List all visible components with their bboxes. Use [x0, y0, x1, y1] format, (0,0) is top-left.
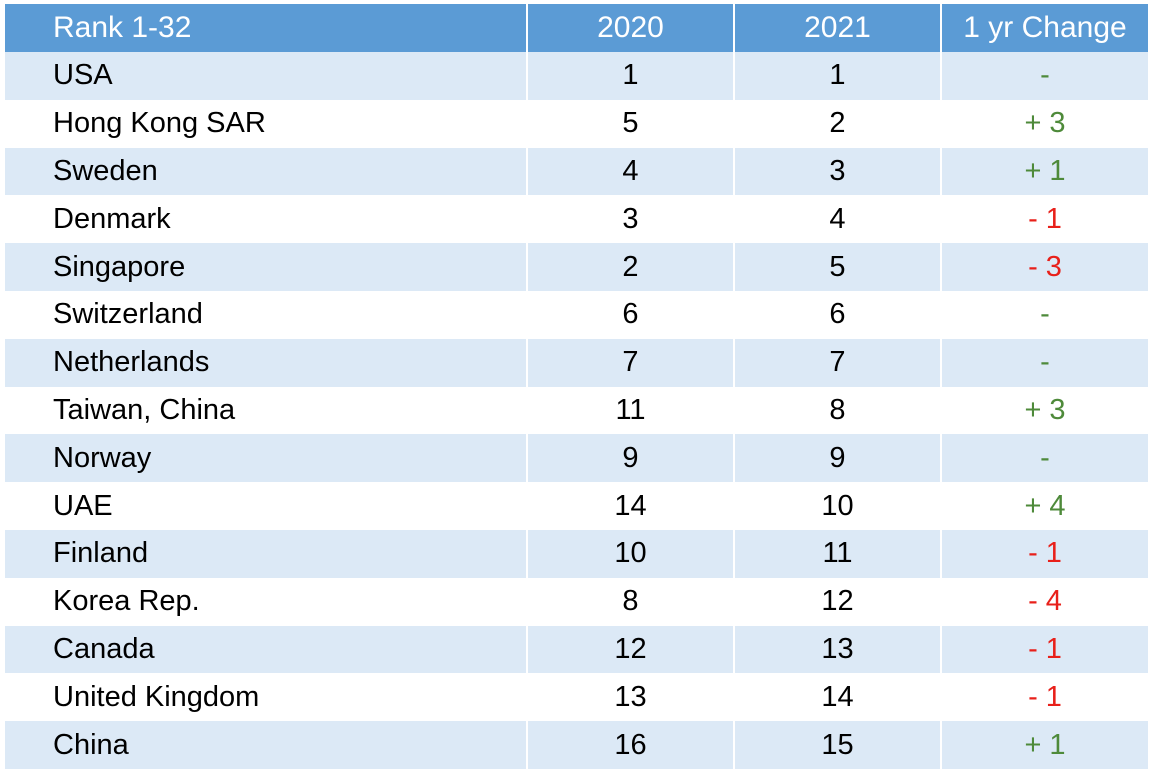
- country-cell: Finland: [5, 529, 528, 578]
- country-cell: Korea Rep.: [5, 577, 528, 626]
- country-cell: Switzerland: [5, 290, 528, 339]
- country-cell: Singapore: [5, 243, 528, 291]
- rank-2020-cell: 11: [528, 386, 735, 435]
- rank-2020-cell: 7: [528, 338, 735, 387]
- rank-2021-cell: 12: [735, 577, 942, 626]
- table-row: Denmark 3 4 - 1: [5, 195, 1148, 244]
- change-cell: - 1: [1028, 632, 1062, 665]
- rank-2020-cell: 10: [528, 529, 735, 578]
- country-cell: Netherlands: [5, 338, 528, 387]
- rank-2021-cell: 7: [735, 338, 942, 387]
- change-cell: -: [1040, 346, 1050, 379]
- table-row: Norway 9 9-: [5, 434, 1148, 483]
- rank-2020-cell: 14: [528, 482, 735, 530]
- rank-2021-cell: 2: [735, 99, 942, 148]
- change-cell: - 1: [1028, 680, 1062, 713]
- rank-2021-cell: 14: [735, 673, 942, 722]
- change-cell: + 3: [1024, 393, 1066, 426]
- rank-2020-cell: 12: [528, 625, 735, 674]
- country-cell: USA: [5, 52, 528, 100]
- rank-2021-cell: 15: [735, 721, 942, 769]
- rank-2020-cell: 2: [528, 243, 735, 291]
- table-row: Hong Kong SAR 5 2 + 3: [5, 99, 1148, 148]
- rank-2021-cell: 13: [735, 625, 942, 674]
- rank-2021-cell: 9: [735, 434, 942, 483]
- country-cell: Sweden: [5, 147, 528, 196]
- change-cell: - 1: [1028, 537, 1062, 570]
- rank-2020-cell: 6: [528, 290, 735, 339]
- change-cell: - 4: [1028, 585, 1062, 618]
- table-row: Netherlands 7 7-: [5, 338, 1148, 387]
- header-rank: Rank 1-32: [5, 4, 528, 52]
- rank-2021-cell: 6: [735, 290, 942, 339]
- rank-2021-cell: 5: [735, 243, 942, 291]
- country-cell: Denmark: [5, 195, 528, 244]
- rank-2020-cell: 16: [528, 721, 735, 769]
- table-header-row: Rank 1-32 2020 2021 1 yr Change: [5, 4, 1148, 52]
- change-cell: - 3: [1028, 250, 1062, 283]
- rank-2020-cell: 4: [528, 147, 735, 196]
- rank-2020-cell: 9: [528, 434, 735, 483]
- table-row: United Kingdom 13 14 - 1: [5, 673, 1148, 722]
- change-cell: + 1: [1024, 154, 1066, 187]
- country-cell: Taiwan, China: [5, 386, 528, 435]
- country-cell: United Kingdom: [5, 673, 528, 722]
- rank-2020-cell: 3: [528, 195, 735, 244]
- country-cell: UAE: [5, 482, 528, 530]
- table-row: China 16 15 + 1: [5, 721, 1148, 769]
- table-row: Canada 12 13 - 1: [5, 625, 1148, 674]
- header-change: 1 yr Change: [963, 11, 1127, 44]
- change-cell: -: [1040, 441, 1050, 474]
- change-cell: -: [1040, 298, 1050, 331]
- rank-2020-cell: 5: [528, 99, 735, 148]
- rank-2020-cell: 13: [528, 673, 735, 722]
- change-cell: -: [1040, 59, 1050, 92]
- country-cell: China: [5, 721, 528, 769]
- table-row: Sweden 4 3 + 1: [5, 147, 1148, 196]
- table-row: Singapore 2 5 - 3: [5, 243, 1148, 291]
- change-cell: - 1: [1028, 202, 1062, 235]
- rank-2021-cell: 8: [735, 386, 942, 435]
- header-2021: 2021: [735, 4, 942, 52]
- change-cell: + 3: [1024, 107, 1066, 140]
- table-row: USA 1 1-: [5, 52, 1148, 100]
- country-cell: Norway: [5, 434, 528, 483]
- rank-2021-cell: 4: [735, 195, 942, 244]
- table-row: Switzerland 6 6-: [5, 290, 1148, 339]
- change-cell: + 4: [1024, 489, 1066, 522]
- table-row: Finland 10 11 - 1: [5, 529, 1148, 578]
- table-row: Taiwan, China 11 8 + 3: [5, 386, 1148, 435]
- table-body: USA 1 1- Hong Kong SAR 5 2 + 3 Sweden 4 3 + 1 Denma…: [5, 52, 1148, 769]
- table-row: Korea Rep. 8 12 - 4: [5, 577, 1148, 626]
- rank-2021-cell: 3: [735, 147, 942, 196]
- rank-2021-cell: 10: [735, 482, 942, 530]
- rank-2020-cell: 8: [528, 577, 735, 626]
- rank-2020-cell: 1: [528, 52, 735, 100]
- header-2020: 2020: [528, 4, 735, 52]
- ranking-table: Rank 1-32 2020 2021 1 yr Change USA 1 1- Ho…: [5, 4, 1148, 769]
- rank-2021-cell: 11: [735, 529, 942, 578]
- country-cell: Hong Kong SAR: [5, 99, 528, 148]
- table-row: UAE 14 10 + 4: [5, 482, 1148, 530]
- rank-2021-cell: 1: [735, 52, 942, 100]
- change-cell: + 1: [1024, 728, 1066, 761]
- country-cell: Canada: [5, 625, 528, 674]
